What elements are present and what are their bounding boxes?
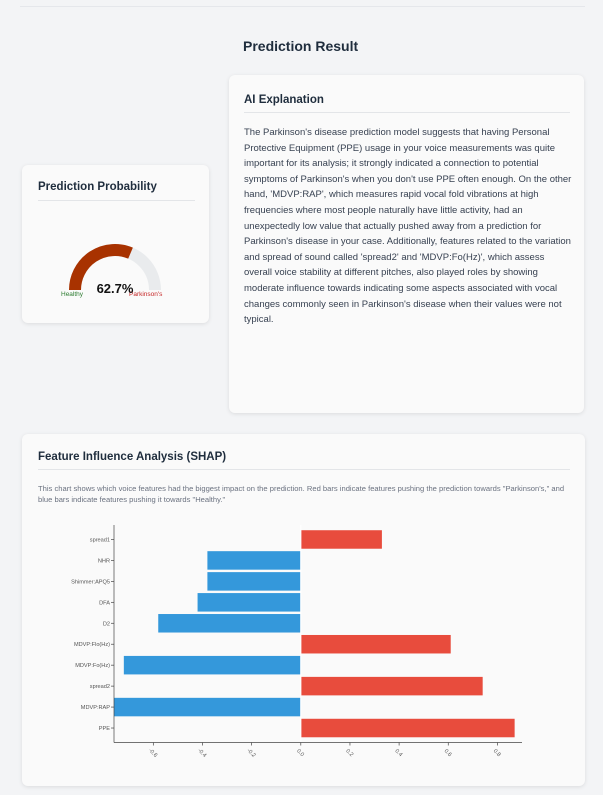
shap-y-tick-label: DFA: [99, 600, 110, 606]
shap-bar-chart: spread1 NHR Shimmer:APQ5 DFA D2 MDVP:Flo(Hz) M…: [71, 525, 522, 759]
explanation-text: The Parkinson's disease prediction model…: [244, 127, 572, 326]
shap-x-tick-label: 0.2: [344, 748, 354, 758]
prediction-probability-card: Prediction Probability Healthy Parkinson…: [22, 165, 209, 323]
explanation-card-title: AI Explanation: [244, 94, 324, 106]
shap-bar-3: [197, 593, 301, 612]
shap-y-tick-label: Shimmer:APQ5: [71, 579, 110, 585]
shap-bar-8: [114, 697, 301, 717]
shap-bar-9: [300, 718, 515, 738]
shap-y-tick-label: spread1: [90, 537, 110, 543]
shap-y-tick-label: NHR: [98, 558, 110, 564]
gauge-parkinsons-label: Parkinson's: [129, 291, 163, 298]
shap-description: This chart shows which voice features ha…: [38, 484, 565, 504]
shap-y-tick-label: MDVP:Fo(Hz): [75, 663, 110, 669]
shap-x-tick-label: -0.2: [245, 748, 256, 759]
shap-bar-7: [300, 676, 483, 696]
shap-bar-6: [123, 655, 301, 675]
ai-explanation-card: AI Explanation The Parkinson's disease p…: [229, 75, 584, 413]
gauge-value: 62.7%: [97, 281, 134, 296]
shap-bar-2: [207, 572, 301, 591]
shap-card-title: Feature Influence Analysis (SHAP): [38, 451, 227, 463]
shap-bar-1: [207, 551, 301, 570]
shap-bar-4: [158, 614, 301, 633]
shap-y-tick-label: MDVP:RAP: [81, 705, 110, 711]
page-title: Prediction Result: [243, 38, 359, 54]
explanation-card-divider: [244, 112, 570, 113]
shap-y-tick-label: PPE: [99, 726, 110, 732]
shap-bar-0: [300, 530, 382, 549]
top-divider: [20, 6, 585, 7]
gauge-healthy-label: Healthy: [61, 291, 84, 298]
shap-y-tick-label: spread2: [90, 684, 110, 690]
shap-card-divider: [38, 469, 570, 470]
shap-y-tick-label: MDVP:Flo(Hz): [74, 642, 110, 648]
shap-x-tick-label: 0.4: [394, 748, 404, 758]
shap-x-tick-label: 0.8: [492, 748, 502, 758]
shap-x-tick-label: 0.6: [443, 748, 453, 758]
probability-card-divider: [38, 200, 195, 201]
shap-bar-5: [300, 634, 451, 654]
probability-gauge: Healthy Parkinson's 62.7%: [61, 244, 163, 298]
shap-x-tick-label: -0.4: [196, 748, 207, 759]
shap-analysis-card: Feature Influence Analysis (SHAP) This c…: [22, 434, 585, 786]
shap-x-tick-label: 0.0: [295, 748, 305, 758]
shap-y-tick-label: D2: [103, 621, 110, 627]
probability-card-title: Prediction Probability: [38, 181, 157, 193]
shap-x-tick-label: -0.6: [147, 748, 158, 759]
gauge-fill: [69, 244, 133, 291]
